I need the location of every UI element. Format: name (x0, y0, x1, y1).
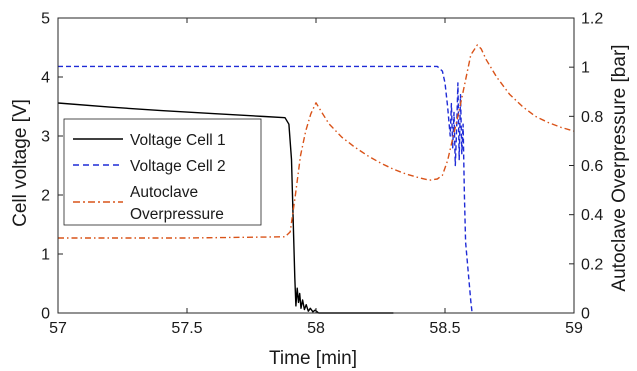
legend-box (63, 118, 262, 226)
legend-label-autoclave-line-1: Autoclave (130, 184, 198, 201)
y-right-tick-label: 0.6 (581, 158, 603, 175)
legend-label-voltage-cell-2: Voltage Cell 2 (130, 158, 226, 175)
y-right-tick-label: 0 (581, 306, 590, 323)
series-line-p (58, 44, 575, 239)
x-tick-label: 57.5 (171, 320, 202, 337)
y-right-tick-label: 1.2 (581, 11, 603, 28)
y-right-tick-label: 1 (581, 60, 590, 77)
y-left-tick-label: 1 (41, 247, 50, 264)
x-tick-label: 59 (565, 320, 583, 337)
y-left-tick-label: 5 (41, 11, 50, 28)
y-right-tick-label: 0.8 (581, 109, 603, 126)
legend: Voltage Cell 1 Voltage Cell 2 Autoclave … (63, 118, 262, 226)
x-tick-label: 57 (49, 320, 67, 337)
y-axis-left-label: Cell voltage [V] (10, 99, 31, 227)
series-line-v2 (58, 65, 473, 314)
legend-label-voltage-cell-1: Voltage Cell 1 (130, 132, 226, 149)
y-left-tick-label: 0 (41, 306, 50, 323)
y-left-tick-label: 2 (41, 188, 50, 205)
x-tick-label: 58.5 (429, 320, 460, 337)
x-axis-label: Time [min] (269, 348, 357, 369)
series-layer (57, 44, 575, 314)
y-left-tick-label: 4 (41, 70, 50, 87)
y-right-tick-label: 0.2 (581, 256, 603, 273)
legend-label-autoclave-line-2: Overpressure (130, 206, 224, 223)
y-right-tick-label: 0.4 (581, 207, 603, 224)
y-axis-right-label: Autoclave Overpressure [bar] (609, 44, 630, 291)
x-tick-label: 58 (307, 320, 325, 337)
series-line-v1 (57, 102, 394, 314)
y-left-tick-label: 3 (41, 129, 50, 146)
